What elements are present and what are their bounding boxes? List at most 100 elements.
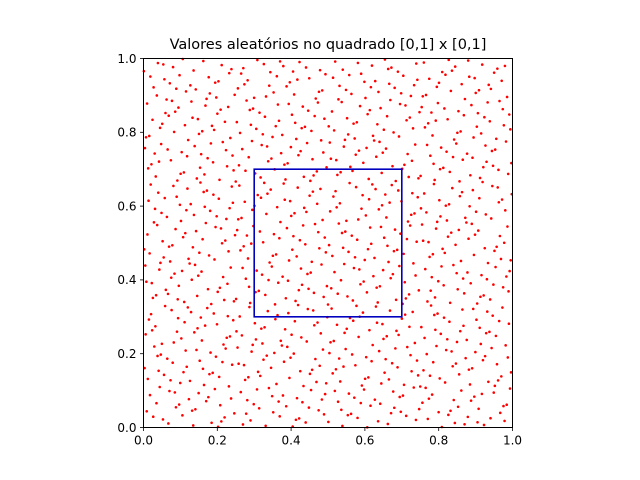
scatter-point	[241, 266, 244, 270]
scatter-point	[306, 272, 309, 276]
scatter-point	[194, 88, 198, 91]
scatter-point	[479, 342, 483, 346]
scatter-point	[397, 135, 401, 138]
scatter-point	[196, 326, 199, 330]
scatter-point	[391, 272, 395, 276]
scatter-point	[438, 167, 442, 171]
scatter-point	[189, 84, 192, 87]
scatter-point	[408, 224, 412, 227]
scatter-point	[175, 330, 179, 333]
scatter-point	[490, 149, 494, 153]
scatter-point	[493, 384, 497, 388]
scatter-point	[482, 165, 485, 169]
scatter-point	[378, 402, 382, 406]
x-tick-label: 0.2	[208, 434, 227, 448]
scatter-point	[449, 409, 452, 413]
scatter-point	[501, 306, 504, 309]
scatter-point	[231, 201, 235, 205]
scatter-point	[301, 400, 304, 404]
scatter-point	[302, 384, 305, 388]
scatter-point	[389, 98, 392, 102]
scatter-point	[409, 94, 413, 98]
scatter-point	[177, 106, 180, 109]
scatter-point	[406, 220, 410, 223]
scatter-point	[498, 411, 502, 415]
scatter-point	[247, 285, 251, 289]
scatter-point	[432, 162, 435, 166]
scatter-point	[338, 84, 341, 88]
scatter-point	[336, 292, 340, 296]
scatter-point	[297, 153, 300, 157]
scatter-point	[377, 208, 381, 211]
scatter-point	[423, 267, 427, 271]
scatter-point	[332, 195, 335, 198]
scatter-point	[210, 124, 214, 128]
scatter-point	[372, 139, 376, 142]
scatter-point	[358, 268, 361, 271]
scatter-point	[346, 413, 350, 417]
scatter-point	[458, 194, 462, 198]
scatter-point	[300, 283, 304, 287]
scatter-point	[309, 179, 312, 183]
scatter-point	[420, 325, 423, 329]
scatter-point	[500, 375, 503, 378]
scatter-point	[397, 333, 400, 337]
scatter-point	[172, 130, 176, 134]
scatter-point	[191, 246, 195, 249]
scatter-point	[293, 211, 296, 215]
scatter-point	[421, 239, 425, 243]
scatter-point	[359, 282, 362, 286]
scatter-point	[494, 265, 497, 269]
scatter-point	[282, 64, 285, 68]
scatter-point	[239, 390, 243, 394]
scatter-point	[470, 366, 474, 370]
scatter-point	[304, 66, 308, 69]
scatter-point	[403, 313, 407, 316]
y-tick-label: 0.0	[117, 421, 136, 435]
scatter-point	[440, 70, 444, 74]
scatter-point	[148, 393, 152, 397]
scatter-point	[214, 355, 218, 358]
scatter-point	[219, 108, 222, 111]
scatter-point	[242, 66, 245, 70]
scatter-point	[449, 231, 453, 234]
scatter-point	[328, 141, 332, 144]
scatter-point	[462, 292, 466, 295]
scatter-point	[402, 74, 405, 78]
scatter-point	[379, 225, 383, 229]
scatter-point	[191, 116, 194, 120]
scatter-point	[385, 334, 389, 338]
scatter-point	[502, 404, 505, 408]
scatter-point	[450, 69, 454, 72]
scatter-point	[295, 396, 299, 400]
scatter-points	[142, 57, 514, 429]
scatter-point	[226, 314, 230, 318]
scatter-point	[243, 200, 247, 204]
scatter-point	[380, 382, 383, 385]
scatter-point	[324, 251, 328, 254]
scatter-point	[178, 203, 182, 207]
scatter-point	[442, 283, 445, 287]
scatter-point	[476, 420, 479, 424]
scatter-point	[184, 349, 187, 352]
scatter-point	[435, 85, 439, 89]
scatter-point	[334, 367, 338, 371]
scatter-point	[429, 154, 432, 157]
scatter-point	[320, 263, 323, 266]
scatter-point	[355, 238, 359, 242]
scatter-point	[227, 385, 231, 388]
scatter-point	[436, 312, 439, 315]
scatter-point	[470, 103, 473, 107]
scatter-point	[484, 213, 488, 216]
scatter-point	[402, 252, 405, 256]
scatter-point	[468, 205, 471, 208]
scatter-point	[445, 337, 449, 341]
scatter-point	[215, 322, 219, 326]
scatter-point	[180, 269, 184, 273]
scatter-point	[375, 321, 379, 325]
scatter-point	[314, 357, 317, 361]
scatter-point	[437, 410, 440, 414]
scatter-point	[309, 388, 313, 392]
scatter-point	[159, 353, 163, 356]
scatter-point	[448, 170, 452, 174]
